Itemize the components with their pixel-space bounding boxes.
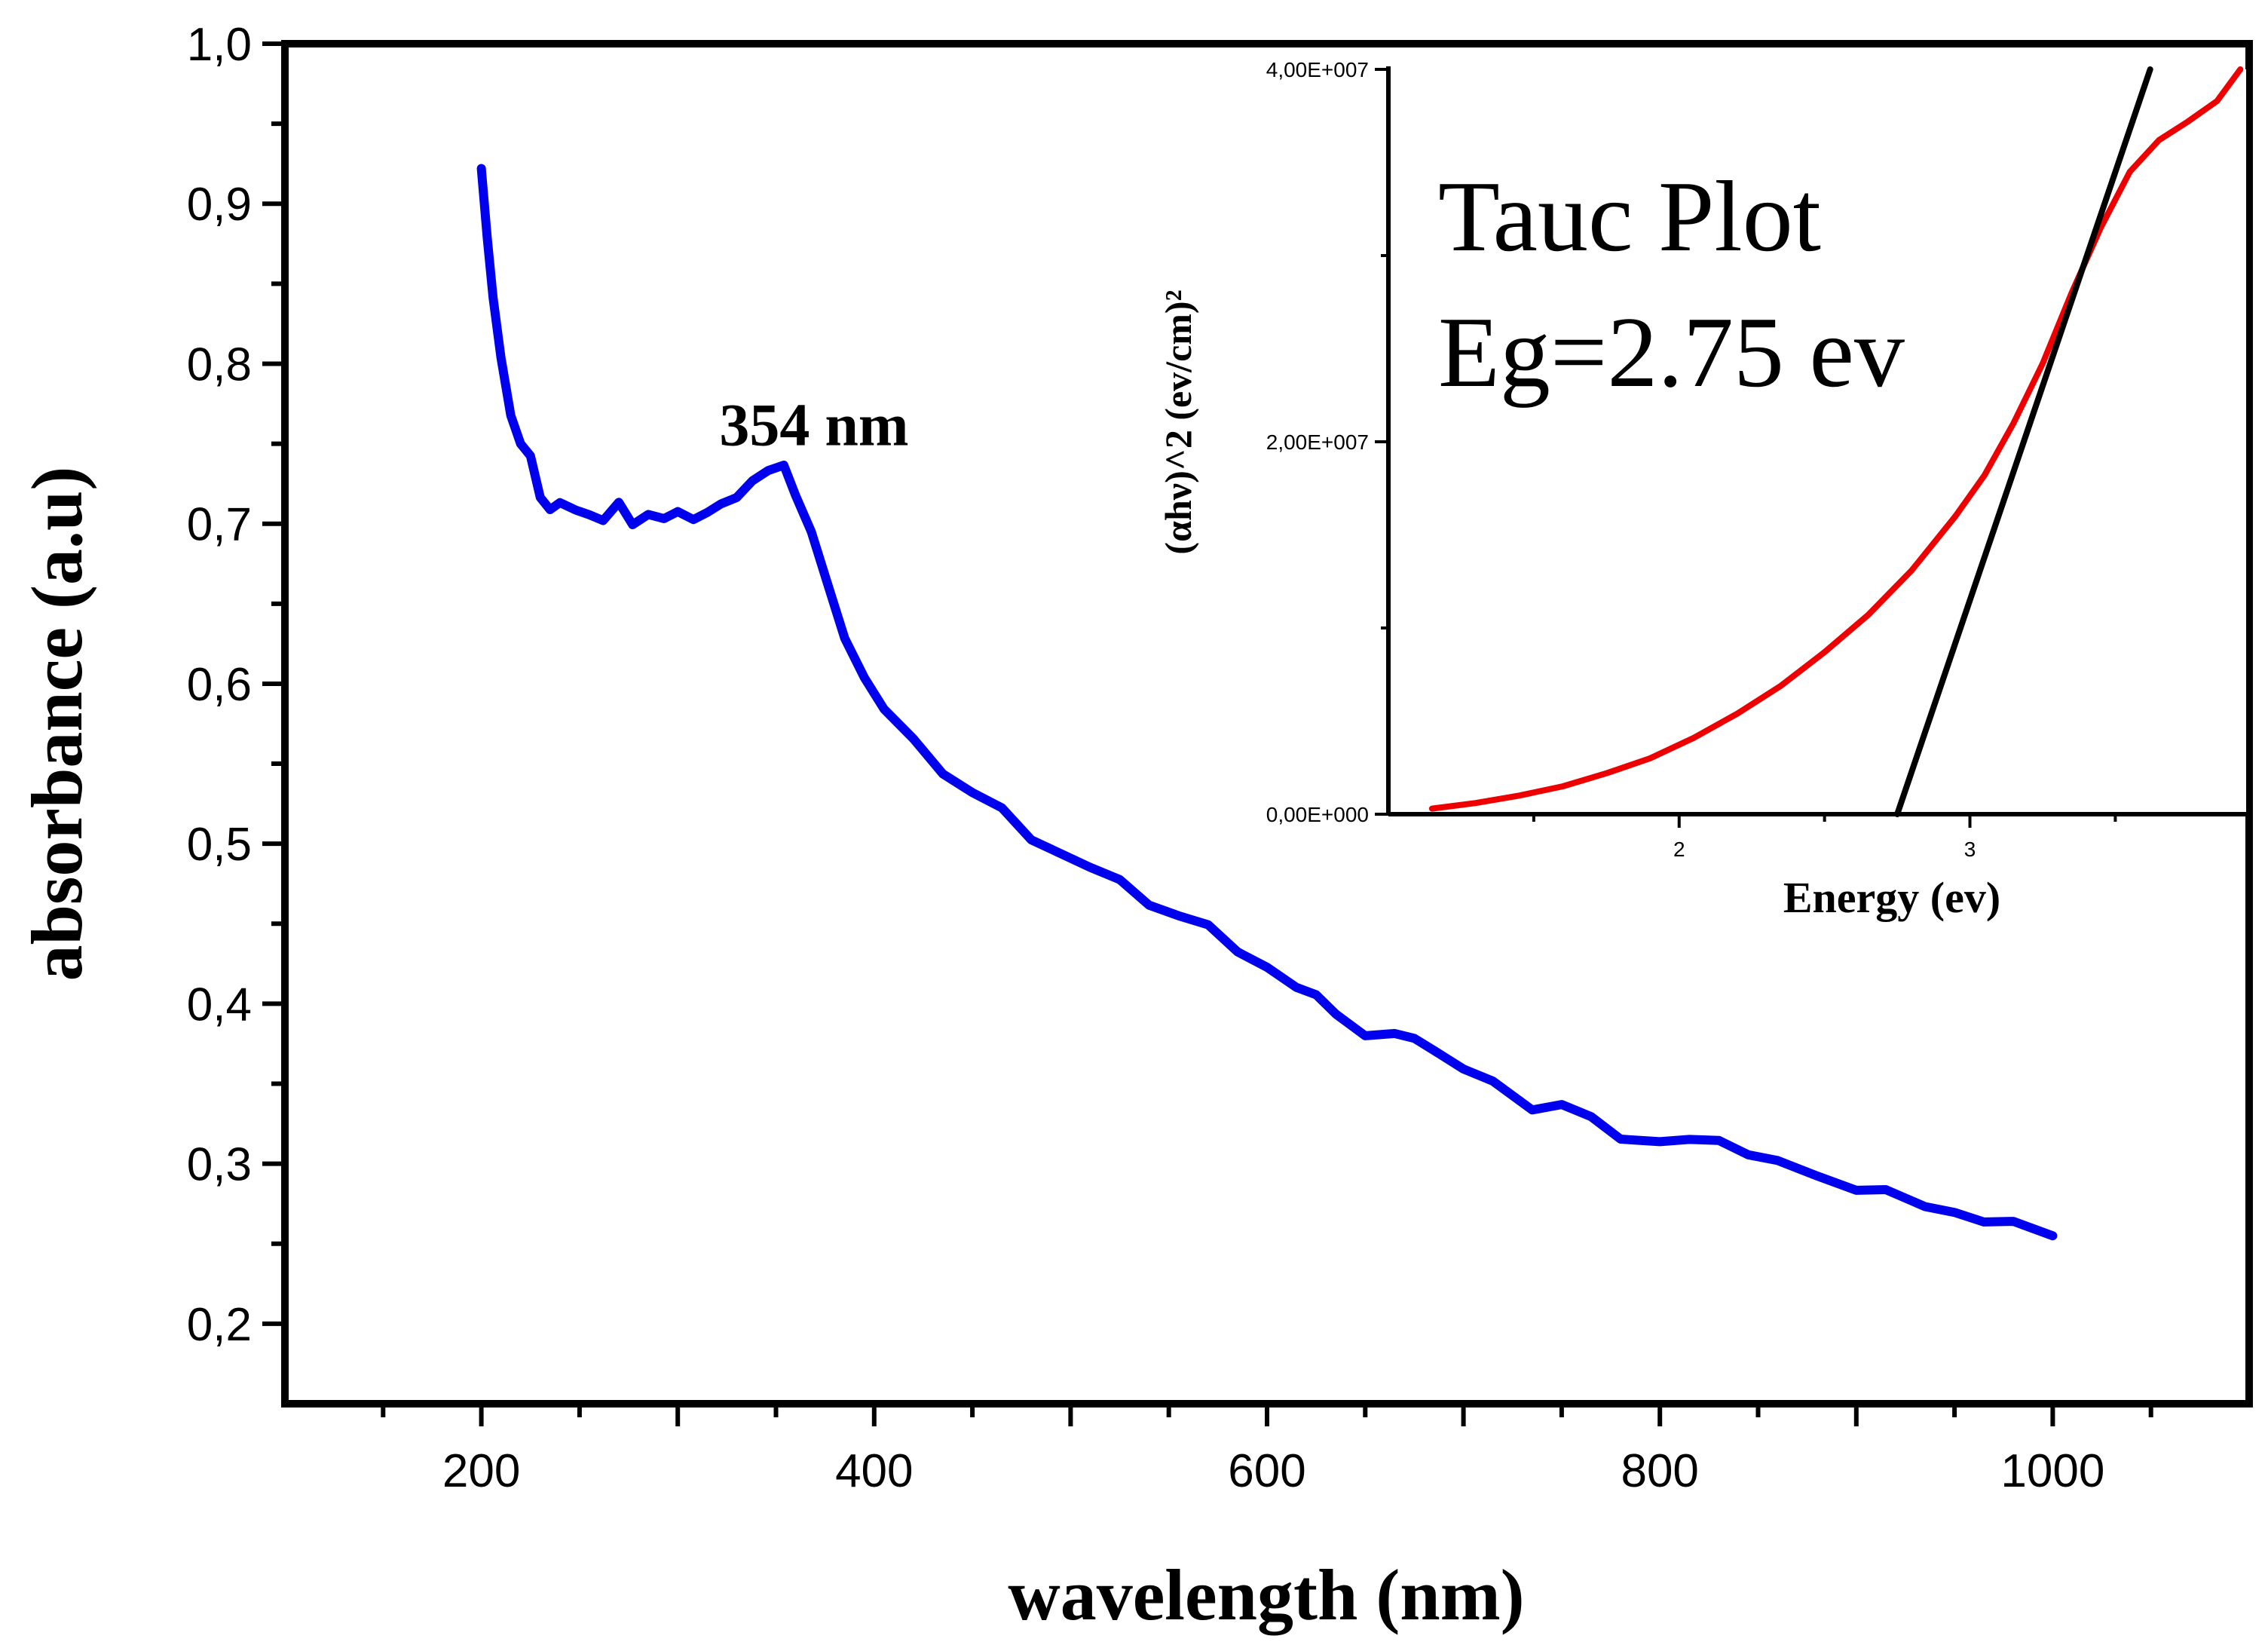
x-tick-label: 200 [442,1445,520,1497]
y-tick-label: 1,0 [187,19,252,71]
y-tick-label: 0,2 [187,1299,252,1351]
tauc-title: Tauc Plot [1438,161,1821,272]
tangent-fit-line [1894,66,2153,817]
y-axis-title: absorbance (a.u) [17,467,97,982]
y-tick-label: 0,6 [187,659,252,711]
y-tick-label: 0,5 [187,819,252,871]
main-x-axis: 200 400 600 800 1000 [381,1404,2153,1497]
inset-background [1388,69,2246,814]
inset-y-axis-title: (αhν)^2 (ev/cm)² [1157,289,1199,554]
inset-y-tick-label: 0,00E+000 [1266,803,1369,826]
tauc-curve-line [1428,66,2244,812]
y-tick-label: 0,3 [187,1139,252,1191]
absorbance-series-line [476,164,2058,1241]
y-tick-label: 0,9 [187,179,252,231]
x-tick-label: 400 [835,1445,913,1497]
y-tick-label: 0,7 [187,499,252,551]
inset-y-tick-label: 2,00E+007 [1266,430,1369,454]
band-gap-label: Eg=2.75 ev [1438,296,1905,408]
inset-x-tick-label: 2 [1673,838,1685,861]
inset-x-tick-label: 3 [1964,838,1976,861]
inset-y-tick-label: 4,00E+007 [1266,58,1369,81]
x-tick-label: 1000 [2000,1445,2104,1497]
y-tick-label: 0,4 [187,979,252,1031]
x-tick-label: 800 [1621,1445,1698,1497]
y-tick-label: 0,8 [187,338,252,391]
peak-annotation: 354 nm [719,393,908,459]
inset-y-axis: 0,00E+000 2,00E+007 4,00E+007 [1266,58,1388,826]
main-y-axis: 0,2 0,3 0,4 0,5 0,6 0,7 0,8 0,9 1,0 [187,19,285,1351]
inset-x-axis-title: Energy (ev) [1783,873,2000,922]
x-axis-title: wavelength (nm) [1008,1555,1524,1635]
x-tick-label: 600 [1228,1445,1305,1497]
